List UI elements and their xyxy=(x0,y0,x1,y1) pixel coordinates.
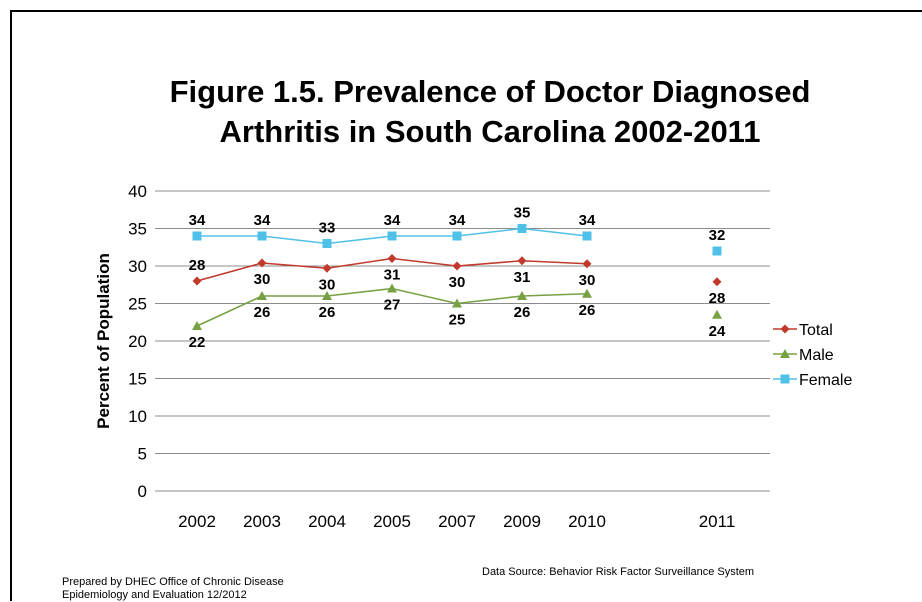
point-total-2007 xyxy=(452,261,462,271)
point-male-2009 xyxy=(517,291,527,300)
x-tick-label-2004: 2004 xyxy=(308,512,346,531)
data-label-female-2009: 35 xyxy=(514,205,531,222)
data-label-male-2005: 27 xyxy=(384,297,401,314)
y-tick-label-5: 5 xyxy=(138,445,147,464)
legend-label-female: Female xyxy=(799,372,852,389)
legend-marker-female xyxy=(780,374,790,384)
data-label-total-2011: 28 xyxy=(709,290,726,307)
y-tick-label-35: 35 xyxy=(128,220,147,239)
y-tick-label-0: 0 xyxy=(138,482,147,501)
point-female-2002 xyxy=(192,231,202,241)
y-tick-label-40: 40 xyxy=(128,182,147,201)
point-total-2004 xyxy=(322,263,332,273)
data-label-male-2002: 22 xyxy=(189,334,206,351)
data-label-total-2005: 31 xyxy=(384,267,401,284)
y-tick-label-15: 15 xyxy=(128,370,147,389)
data-label-female-2003: 34 xyxy=(254,212,271,229)
data-label-male-2004: 26 xyxy=(319,304,336,321)
chart-title-line-1: Figure 1.5. Prevalence of Doctor Diagnos… xyxy=(169,74,811,109)
chart-title-line-2: Arthritis in South Carolina 2002-2011 xyxy=(219,114,761,149)
legend-label-total: Total xyxy=(799,322,833,339)
x-tick-label-2007: 2007 xyxy=(438,512,476,531)
x-tick-label-2010: 2010 xyxy=(568,512,606,531)
data-source-note: Data Source: Behavior Risk Factor Survei… xyxy=(482,566,755,578)
data-label-male-2003: 26 xyxy=(254,304,271,321)
y-tick-label-10: 10 xyxy=(128,407,147,426)
chart-frame xyxy=(10,10,922,601)
point-female-2011 xyxy=(712,246,722,256)
data-label-total-2003: 30 xyxy=(254,271,271,288)
data-label-total-2002: 28 xyxy=(189,257,206,274)
point-total-2010 xyxy=(582,259,592,269)
point-male-2003 xyxy=(257,291,267,300)
y-tick-label-25: 25 xyxy=(128,295,147,314)
data-label-total-2007: 30 xyxy=(449,274,466,291)
point-female-2007 xyxy=(452,231,462,241)
data-label-male-2011: 24 xyxy=(709,323,726,340)
point-total-2009 xyxy=(517,256,527,266)
x-tick-label-2011: 2011 xyxy=(699,512,736,531)
point-male-2004 xyxy=(322,291,332,300)
prepared-by-line-2: Epidemiology and Evaluation 12/2012 xyxy=(62,589,247,601)
point-total-2011 xyxy=(712,277,722,287)
data-label-male-2007: 25 xyxy=(449,312,466,329)
point-total-2003 xyxy=(257,258,267,268)
y-tick-label-20: 20 xyxy=(128,332,147,351)
legend-marker-male xyxy=(780,349,790,358)
data-label-total-2010: 30 xyxy=(579,272,596,289)
x-tick-label-2009: 2009 xyxy=(503,512,541,531)
point-total-2005 xyxy=(387,254,397,263)
point-male-2011 xyxy=(712,309,722,319)
point-male-2005 xyxy=(387,283,397,293)
point-male-2010 xyxy=(582,288,592,298)
data-label-female-2011: 32 xyxy=(709,227,726,244)
data-label-female-2002: 34 xyxy=(189,212,206,229)
point-female-2004 xyxy=(322,239,332,248)
x-tick-label-2005: 2005 xyxy=(373,512,411,531)
x-tick-label-2003: 2003 xyxy=(243,512,281,531)
data-label-male-2010: 26 xyxy=(579,302,596,319)
data-label-female-2010: 34 xyxy=(579,212,596,229)
point-female-2010 xyxy=(582,231,592,241)
data-label-total-2004: 30 xyxy=(319,276,336,293)
point-male-2002 xyxy=(192,321,202,330)
y-tick-label-30: 30 xyxy=(128,257,147,276)
y-axis-label: Percent of Population xyxy=(94,253,113,429)
legend-marker-total xyxy=(780,324,790,334)
point-female-2003 xyxy=(257,231,267,241)
point-male-2007 xyxy=(452,298,462,308)
data-label-female-2007: 34 xyxy=(449,212,466,229)
point-total-2002 xyxy=(192,276,202,286)
chart-title: Figure 1.5. Prevalence of Doctor Diagnos… xyxy=(60,72,920,152)
prepared-by-note: Prepared by DHEC Office of Chronic Disea… xyxy=(62,576,284,602)
prepared-by-line-1: Prepared by DHEC Office of Chronic Disea… xyxy=(62,576,284,588)
point-female-2009 xyxy=(517,224,527,233)
data-label-total-2009: 31 xyxy=(514,269,531,286)
data-label-male-2009: 26 xyxy=(514,304,531,321)
point-female-2005 xyxy=(387,231,397,241)
x-tick-label-2002: 2002 xyxy=(178,512,216,531)
data-label-female-2004: 33 xyxy=(319,220,336,237)
legend-label-male: Male xyxy=(799,347,834,364)
data-label-female-2005: 34 xyxy=(384,212,401,229)
